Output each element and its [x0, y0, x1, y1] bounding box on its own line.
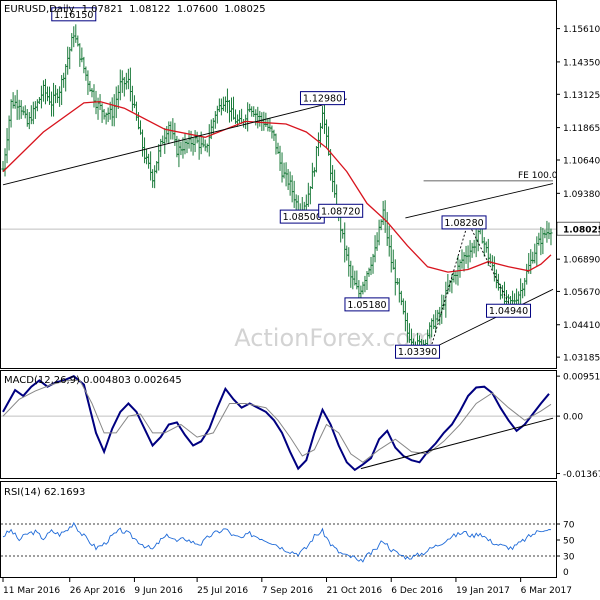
price-axis-tick-label: 1.11865 — [563, 124, 600, 134]
rsi-axis-tick-label: 70 — [563, 521, 575, 531]
dashed-trendline — [429, 222, 469, 352]
price-axis-tick-label: 1.05670 — [563, 288, 600, 298]
macd-panel-frame — [0, 370, 557, 479]
price-annotation-box — [344, 297, 390, 312]
x-tick-label: 25 Jul 2016 — [197, 586, 248, 596]
x-tick-label: 6 Dec 2016 — [391, 586, 443, 596]
x-tick-label: 26 Apr 2016 — [70, 586, 126, 596]
price-axis-tick-label: 1.04410 — [563, 321, 600, 331]
macd-panel: 0.009514 0.00 -0.013671 — [1, 373, 600, 480]
rsi-axis-tick-label: 30 — [563, 553, 575, 563]
macd-axis-tick-label: 0.009514 — [563, 373, 600, 383]
macd-axis-tick-label: 0.00 — [563, 413, 583, 423]
macd-signal-line — [2, 379, 552, 463]
x-axis: 11 Mar 2016 26 Apr 2016 9 Jun 2016 25 Jul 2… — [2, 578, 572, 596]
price-axis-tick-label: 1.09380 — [563, 190, 600, 200]
price-annotation-label: 1.16150 — [54, 10, 93, 21]
rsi-line — [2, 522, 552, 563]
price-annotation-label: 1.08500 — [283, 212, 322, 223]
trendline — [405, 183, 554, 219]
price-title-line: EURUSD,Daily 1.07821 1.08122 1.07600 1.0… — [4, 4, 266, 15]
x-tick-label: 19 Jan 2017 — [456, 586, 510, 596]
price-annotation-box — [318, 203, 364, 218]
price-panel-frame — [0, 0, 557, 369]
price-annotation-label: 1.04940 — [489, 306, 528, 317]
rsi-panel-frame — [0, 481, 557, 578]
price-axis-tick-label: 1.14350 — [563, 58, 600, 68]
fe-label: FE 100.0 — [518, 171, 558, 181]
ohlc-close: 1.08025 — [224, 4, 265, 15]
price-annotation-label: 1.03390 — [398, 347, 437, 358]
ohlc-bar — [549, 228, 553, 246]
ohlc-high: 1.08122 — [129, 4, 170, 15]
price-annotation-box — [299, 91, 345, 106]
price-axis-tick-label: 1.13125 — [563, 91, 600, 101]
price-annotation-label: 1.08720 — [321, 206, 360, 217]
dashed-trendline — [467, 222, 513, 311]
x-tick-label: 6 Mar 2017 — [521, 586, 572, 596]
price-panel: 1.15610 1.14350 1.13125 1.11865 1.10640 1.093… — [1, 7, 600, 364]
price-title: EURUSD,Daily — [4, 4, 75, 15]
price-annotation-box — [486, 303, 532, 318]
price-axis-tick-label: 1.15610 — [563, 25, 600, 35]
price-annotation-label: 1.05180 — [347, 300, 386, 311]
macd-trendline — [360, 417, 554, 470]
rsi-axis-tick-label: 50 — [563, 537, 575, 547]
last-price-label: 1.08025 — [563, 226, 600, 236]
price-annotation-label: 1.12980 — [303, 94, 342, 105]
price-annotation-label: 1.08280 — [444, 218, 483, 229]
price-annotation-box — [441, 215, 487, 230]
price-axis-tick-label: 1.10640 — [563, 157, 600, 167]
trendline — [2, 98, 347, 186]
moving-average-line — [2, 100, 552, 273]
macd-axis-tick-label: -0.013671 — [563, 470, 600, 480]
ohlc-low: 1.07600 — [177, 4, 218, 15]
price-annotation-box — [395, 344, 441, 359]
macd-line — [2, 375, 550, 472]
macd-title: MACD(12,26,9) 0.004803 0.002645 — [4, 375, 182, 386]
x-tick-label: 11 Mar 2016 — [3, 586, 60, 596]
x-tick-label: 7 Sep 2016 — [262, 586, 314, 596]
trendline — [425, 288, 554, 353]
price-annotation-box — [51, 7, 97, 22]
rsi-axis-tick-label: 0 — [563, 568, 569, 578]
price-axis-tick-label: 1.06890 — [563, 256, 600, 266]
rsi-title: RSI(14) 62.1693 — [4, 487, 85, 498]
rsi-panel: 70 50 30 0 — [1, 521, 575, 578]
last-price-marker — [556, 221, 600, 236]
price-axis-tick-label: 1.03185 — [563, 354, 600, 364]
x-tick-label: 9 Jun 2016 — [134, 586, 183, 596]
x-tick-label: 21 Oct 2016 — [327, 586, 383, 596]
ohlc-open: 1.07821 — [82, 4, 123, 15]
